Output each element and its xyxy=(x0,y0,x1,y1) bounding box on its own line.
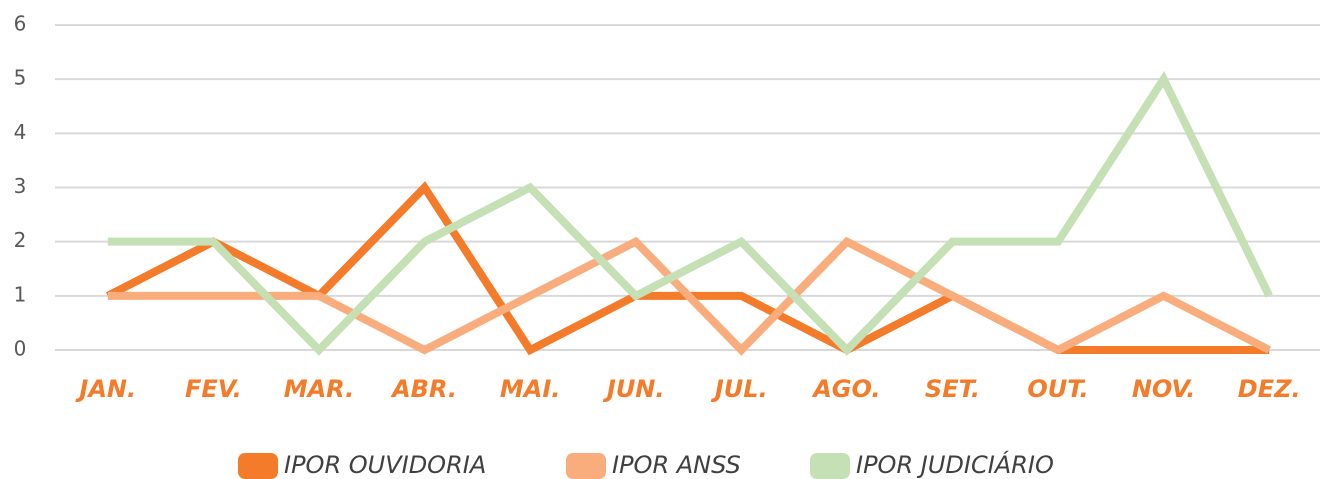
x-tick-label: OUT. xyxy=(1027,375,1088,403)
x-tick-label: JAN. xyxy=(75,375,136,403)
x-tick-label: MAR. xyxy=(284,375,355,403)
y-tick-label: 4 xyxy=(14,120,27,144)
y-tick-label: 6 xyxy=(14,12,27,36)
x-tick-label: SET. xyxy=(925,375,980,403)
x-tick-label: AGO. xyxy=(811,375,880,403)
legend-swatch xyxy=(238,453,278,479)
y-tick-label: 1 xyxy=(14,282,27,306)
y-tick-label: 5 xyxy=(14,66,27,90)
x-tick-label: MAI. xyxy=(500,375,561,403)
y-tick-label: 2 xyxy=(14,228,27,252)
x-tick-label: NOV. xyxy=(1132,375,1196,403)
legend-swatch xyxy=(810,453,850,479)
x-tick-label: DEZ. xyxy=(1238,375,1301,403)
y-tick-label: 0 xyxy=(14,337,27,361)
x-tick-label: FEV. xyxy=(185,375,242,403)
legend-label: IPOR ANSS xyxy=(612,451,741,479)
series-line xyxy=(107,236,1272,356)
y-tick-label: 3 xyxy=(14,174,27,198)
series-line xyxy=(107,71,1273,356)
legend-label: IPOR OUVIDORIA xyxy=(284,451,486,479)
x-tick-label: JUL. xyxy=(711,375,768,403)
legend-label: IPOR JUDICIÁRIO xyxy=(856,450,1054,479)
x-tick-label: JUN. xyxy=(603,375,665,403)
legend-swatch xyxy=(566,453,606,479)
x-tick-label: ABR. xyxy=(390,375,457,403)
